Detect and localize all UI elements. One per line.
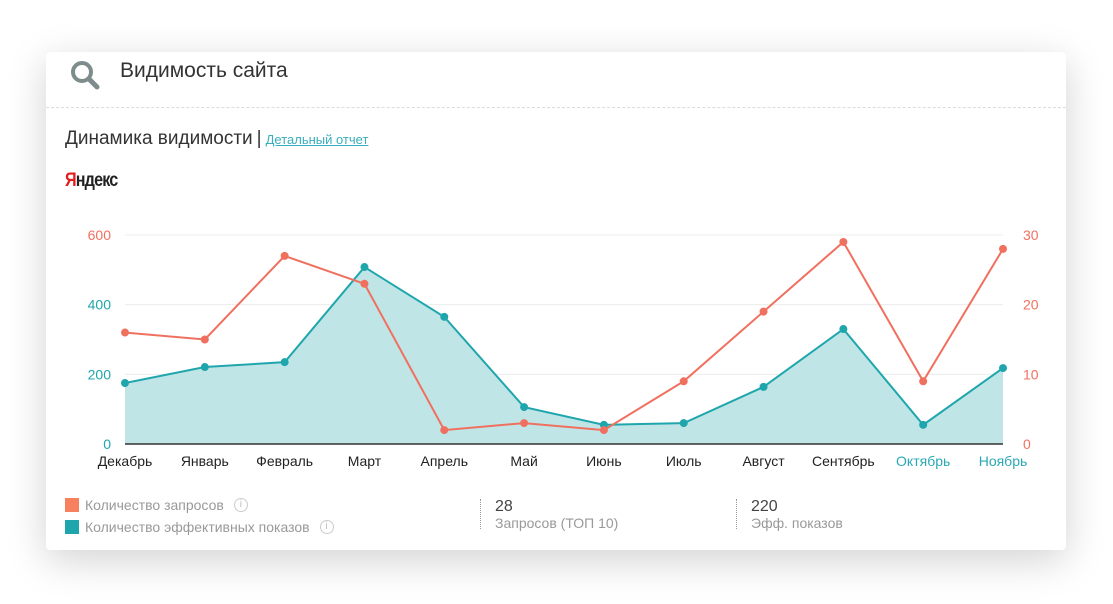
left-axis-tick-label: 400 xyxy=(88,297,112,313)
stat-label: Запросов (ТОП 10) xyxy=(495,515,619,531)
info-icon[interactable]: i xyxy=(319,520,334,534)
info-icon[interactable]: i xyxy=(233,498,248,512)
requests-point xyxy=(121,328,129,337)
requests-line xyxy=(124,240,1004,432)
legend-item-requests: Количество запросов i xyxy=(65,494,334,516)
requests-point xyxy=(999,244,1007,253)
legend-item-impressions: Количество эффективных показов i xyxy=(65,516,334,538)
left-axis-tick-label: 0 xyxy=(103,436,111,452)
x-axis-tick-label: Март xyxy=(348,453,382,469)
yandex-logo: Яндекс xyxy=(65,170,118,191)
x-axis-tick-label: Январь xyxy=(181,453,229,469)
card-header: Видимость сайта xyxy=(46,52,1066,108)
impressions-point xyxy=(360,263,369,272)
impressions-point xyxy=(839,325,848,334)
stat-label: Эфф. показов xyxy=(751,515,843,531)
detailed-report-link[interactable]: Детальный отчет xyxy=(265,132,369,147)
impressions-point xyxy=(759,382,768,391)
requests-point xyxy=(280,251,289,260)
impressions-line xyxy=(124,265,1004,427)
right-axis-tick-label: 0 xyxy=(1023,436,1031,452)
section-title-text: Динамика видимости xyxy=(65,128,253,149)
stat-value: 220 xyxy=(751,498,778,515)
right-axis-tick-label: 30 xyxy=(1023,227,1039,243)
impressions-point xyxy=(121,379,129,388)
left-axis-tick-label: 200 xyxy=(88,366,112,382)
requests-point xyxy=(360,279,369,288)
legend-label-impressions: Количество эффективных показов xyxy=(85,519,310,535)
requests-point xyxy=(759,307,768,316)
title-separator: | xyxy=(256,128,262,149)
right-axis-tick-label: 20 xyxy=(1023,297,1039,313)
search-icon xyxy=(71,61,100,90)
impressions-point xyxy=(999,364,1007,373)
requests-point xyxy=(839,237,848,246)
x-axis-tick-label: Октябрь xyxy=(896,453,950,469)
card-title: Видимость сайта xyxy=(120,59,288,82)
requests-point xyxy=(520,419,529,428)
legend-swatch-requests xyxy=(65,498,79,512)
section-title: Динамика видимости | Детальный отчет xyxy=(65,128,368,150)
left-axis-tick-label: 600 xyxy=(88,227,112,243)
x-axis-tick-label: Ноябрь xyxy=(979,453,1028,469)
requests-point xyxy=(919,377,928,386)
legend: Количество запросов i Количество эффекти… xyxy=(65,494,334,538)
x-axis-tick-label: Август xyxy=(742,453,785,469)
visibility-card: Видимость сайта Динамика видимости | Детал… xyxy=(46,52,1066,550)
stat-effective-impressions: 220 Эфф. показов xyxy=(736,498,843,531)
requests-point xyxy=(679,377,688,386)
x-axis-tick-label: Июнь xyxy=(586,453,622,469)
impressions-point xyxy=(280,358,289,367)
x-axis-tick-label: Февраль xyxy=(256,453,313,469)
x-axis-tick-label: Май xyxy=(510,453,537,469)
right-axis-tick-label: 10 xyxy=(1023,366,1039,382)
x-axis-tick-label: Июль xyxy=(666,453,702,469)
impressions-point xyxy=(440,312,449,321)
stat-value: 28 xyxy=(495,498,513,515)
impressions-point xyxy=(679,419,688,428)
impressions-point xyxy=(919,420,928,429)
visibility-chart: 0 200 400 600 0 10 20 30 Декабрь Январь Февраль Мар… xyxy=(88,227,1039,469)
legend-swatch-impressions xyxy=(65,520,79,534)
legend-label-requests: Количество запросов xyxy=(85,497,224,513)
impressions-point xyxy=(200,363,209,372)
requests-point xyxy=(200,335,209,344)
impressions-area xyxy=(125,267,1003,444)
x-axis-tick-label: Сентябрь xyxy=(812,453,875,469)
x-axis-tick-label: Декабрь xyxy=(98,453,153,469)
requests-point xyxy=(440,426,449,435)
stat-requests-top10: 28 Запросов (ТОП 10) xyxy=(480,498,619,531)
requests-point xyxy=(599,426,608,435)
impressions-point xyxy=(520,403,529,412)
x-axis-tick-label: Апрель xyxy=(421,453,469,469)
